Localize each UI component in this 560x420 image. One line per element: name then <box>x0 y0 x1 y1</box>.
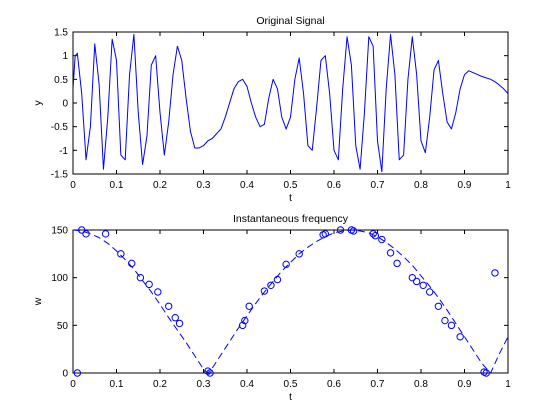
top-y-axis-label: y <box>32 100 44 106</box>
bottom-y-tick-label: 100 <box>51 273 68 284</box>
bottom-y-tick-label: 150 <box>51 226 68 237</box>
top-y-tick-label: 1 <box>62 51 68 62</box>
bottom-data-point <box>282 260 290 269</box>
bottom-data-point <box>204 367 212 375</box>
bottom-data-point <box>349 227 358 235</box>
bottom-data-point <box>245 302 253 310</box>
top-x-axis-label: t <box>289 192 292 204</box>
bottom-x-tick-label: 0 <box>70 379 76 390</box>
bottom-data-point <box>73 369 82 377</box>
bottom-data-point <box>82 230 90 238</box>
top-x-tick-label: 0.7 <box>371 180 385 191</box>
top-x-tick-label: 0.9 <box>458 180 472 191</box>
bottom-data-point <box>456 333 464 341</box>
bottom-data-point <box>238 321 247 330</box>
bottom-x-tick-label: 1 <box>505 379 511 390</box>
bottom-data-point <box>295 250 303 258</box>
bottom-data-point <box>267 281 275 289</box>
bottom-chart-title: Instantaneous frequency <box>233 213 349 225</box>
bottom-data-point <box>491 269 499 277</box>
bottom-axes: 0 0.1 0.2 0.3 0.4 0.5 0.6 0.7 0.8 0.9 1 0 50 100 150 In… <box>32 213 511 403</box>
bottom-y-tick-label: 50 <box>57 321 69 332</box>
top-plot-frame <box>72 31 509 175</box>
top-x-tick-label: 0 <box>70 180 76 191</box>
bottom-data-point <box>408 273 416 282</box>
bottom-x-tick-label: 0.9 <box>458 379 472 390</box>
bottom-data-point <box>165 302 173 310</box>
bottom-x-tick-label: 0.4 <box>240 379 254 390</box>
top-x-tick-label: 0.8 <box>414 180 428 191</box>
top-chart-title: Original Signal <box>256 15 324 27</box>
bottom-data-point <box>136 273 145 282</box>
bottom-x-tick-label: 0.5 <box>284 379 298 390</box>
top-y-tick-label: -1 <box>59 146 68 157</box>
top-series-line-0 <box>73 33 508 173</box>
top-x-tick-label: 0.1 <box>110 180 124 191</box>
bottom-x-tick-label: 0.1 <box>110 379 124 390</box>
bottom-data-point <box>482 369 490 377</box>
bottom-data-point <box>386 249 395 257</box>
bottom-x-tick-label: 0.2 <box>153 379 167 390</box>
bottom-data-point <box>273 275 282 284</box>
bottom-data-point <box>154 288 162 296</box>
top-x-tick-label: 0.5 <box>284 180 298 191</box>
top-x-tick-label: 1 <box>505 180 511 191</box>
bottom-data-point <box>128 259 136 268</box>
bottom-data-point <box>441 316 449 325</box>
bottom-data-point <box>419 281 427 289</box>
bottom-data-point <box>145 280 153 289</box>
bottom-data-point <box>206 369 214 377</box>
top-y-tick-label: -0.5 <box>51 122 69 133</box>
top-y-tick-label: -1.5 <box>51 170 69 181</box>
top-x-tick-label: 0.6 <box>327 180 341 191</box>
bottom-data-point <box>117 250 125 258</box>
top-x-tick-label: 0.4 <box>240 180 254 191</box>
bottom-data-point <box>321 230 329 238</box>
bottom-data-point <box>101 230 110 238</box>
bottom-x-tick-label: 0.7 <box>371 379 385 390</box>
bottom-x-tick-label: 0.6 <box>327 379 341 390</box>
bottom-data-point <box>371 232 380 240</box>
bottom-x-tick-label: 0.8 <box>414 379 428 390</box>
bottom-data-point <box>78 226 86 234</box>
top-y-tick-label: 1.5 <box>54 28 68 39</box>
bottom-data-point <box>175 319 184 328</box>
bottom-data-point <box>378 235 386 244</box>
bottom-series-line-0 <box>73 230 508 373</box>
bottom-data-point <box>447 321 456 330</box>
bottom-data-point <box>393 259 401 268</box>
bottom-data-point <box>260 287 269 295</box>
top-x-tick-label: 0.3 <box>197 180 211 191</box>
top-y-tick-label: 0 <box>62 99 68 110</box>
bottom-data-point <box>369 230 377 238</box>
bottom-data-point <box>426 288 434 296</box>
top-axes: 0 0.1 0.2 0.3 0.4 0.5 0.6 0.7 0.8 0.9 1 -1.5 -1 -0.5 0… <box>32 15 511 204</box>
bottom-data-point <box>434 302 443 310</box>
bottom-data-point <box>336 226 345 234</box>
top-x-tick-label: 0.2 <box>153 180 167 191</box>
bottom-y-tick-label: 0 <box>62 369 68 380</box>
bottom-data-point <box>241 316 249 325</box>
bottom-data-point <box>171 314 179 322</box>
bottom-plot-frame <box>72 229 509 374</box>
bottom-y-axis-label: w <box>32 297 44 306</box>
bottom-data-point <box>412 277 421 286</box>
top-y-tick-label: 0.5 <box>54 75 68 86</box>
bottom-x-tick-label: 0.3 <box>197 379 211 390</box>
bottom-x-axis-label: t <box>289 391 292 403</box>
